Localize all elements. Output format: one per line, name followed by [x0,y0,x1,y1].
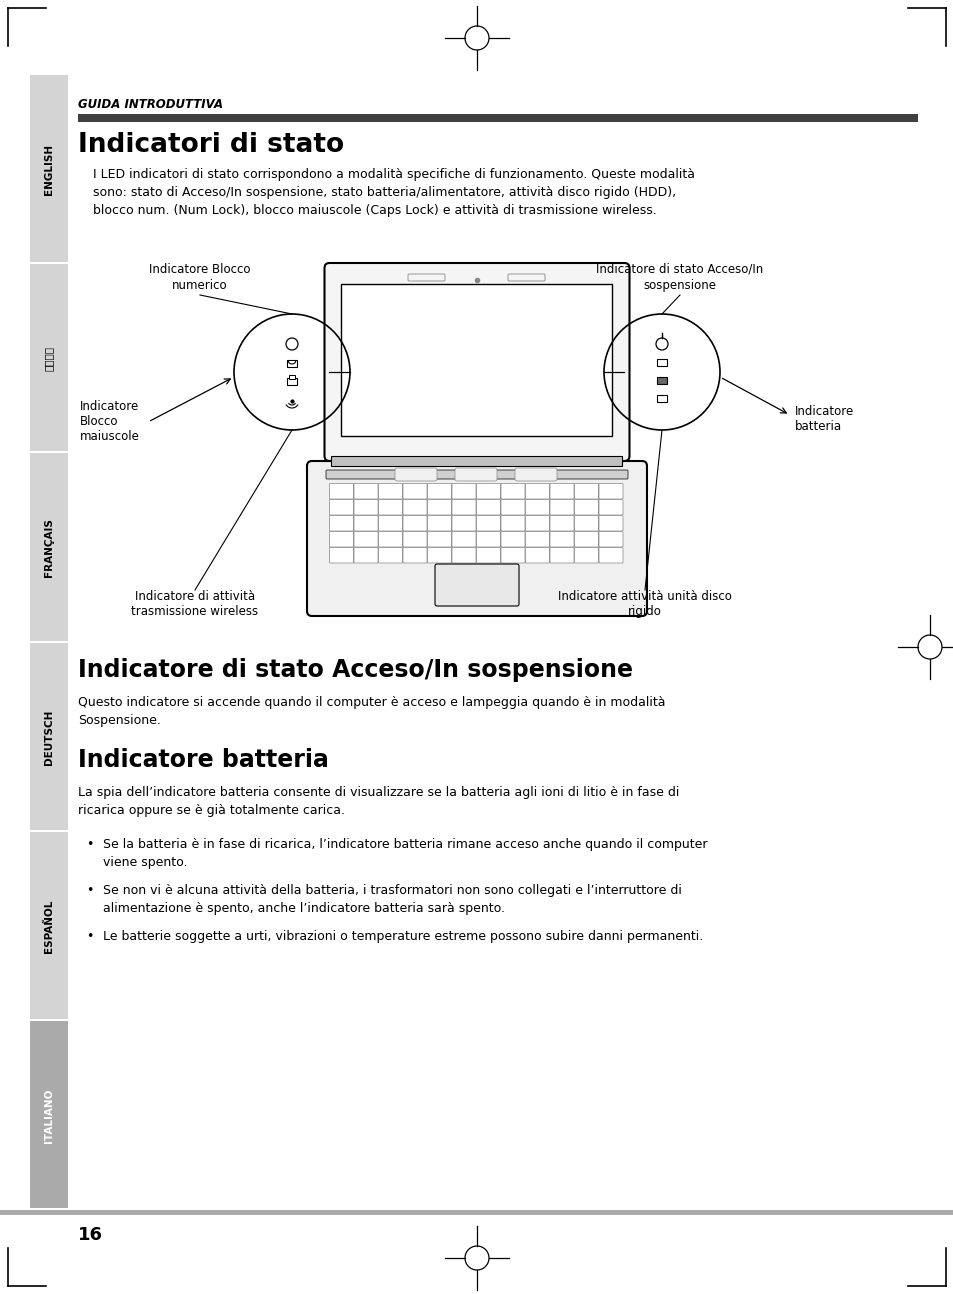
FancyBboxPatch shape [30,832,68,1018]
FancyBboxPatch shape [30,264,68,452]
FancyBboxPatch shape [657,358,666,366]
Text: •: • [86,930,93,943]
FancyBboxPatch shape [378,484,402,499]
Text: 漢字中文: 漢字中文 [44,347,54,371]
Text: Indicatore di stato Acceso/In: Indicatore di stato Acceso/In [596,263,762,276]
FancyBboxPatch shape [574,484,598,499]
FancyBboxPatch shape [354,532,377,547]
Text: Indicatore attività unità disco: Indicatore attività unità disco [558,590,731,603]
FancyBboxPatch shape [402,484,427,499]
FancyBboxPatch shape [598,515,622,531]
Text: DEUTSCH: DEUTSCH [44,709,54,765]
Text: ENGLISH: ENGLISH [44,144,54,195]
FancyBboxPatch shape [329,532,354,547]
Text: Blocco: Blocco [80,415,118,428]
Text: I LED indicatori di stato corrispondono a modalità specifiche di funzionamento. : I LED indicatori di stato corrispondono … [92,168,695,181]
Text: Sospensione.: Sospensione. [78,714,161,727]
FancyBboxPatch shape [550,499,574,515]
Text: batteria: batteria [794,421,841,433]
Text: FRANÇAIS: FRANÇAIS [44,519,54,577]
FancyBboxPatch shape [329,547,354,563]
FancyBboxPatch shape [427,484,451,499]
FancyBboxPatch shape [598,547,622,563]
FancyBboxPatch shape [550,547,574,563]
FancyBboxPatch shape [657,395,666,402]
FancyBboxPatch shape [598,532,622,547]
Text: maiuscole: maiuscole [80,430,140,443]
FancyBboxPatch shape [289,375,294,379]
FancyBboxPatch shape [515,468,557,481]
Text: Indicatore di stato Acceso/In sospensione: Indicatore di stato Acceso/In sospension… [78,659,633,682]
Text: Indicatore: Indicatore [80,400,139,413]
FancyBboxPatch shape [335,273,618,292]
FancyBboxPatch shape [476,532,500,547]
FancyBboxPatch shape [307,461,646,616]
FancyBboxPatch shape [525,499,549,515]
FancyBboxPatch shape [476,484,500,499]
Text: Questo indicatore si accende quando il computer è acceso e lampeggia quando è in: Questo indicatore si accende quando il c… [78,696,665,709]
FancyBboxPatch shape [395,468,436,481]
FancyBboxPatch shape [500,515,524,531]
FancyBboxPatch shape [287,360,296,367]
FancyBboxPatch shape [331,455,622,466]
FancyBboxPatch shape [452,484,476,499]
FancyBboxPatch shape [324,263,629,461]
FancyBboxPatch shape [30,643,68,829]
Text: alimentazione è spento, anche l’indicatore batteria sarà spento.: alimentazione è spento, anche l’indicato… [103,902,504,915]
FancyBboxPatch shape [402,532,427,547]
Text: GUIDA INTRODUTTIVA: GUIDA INTRODUTTIVA [78,98,223,111]
Text: trasmissione wireless: trasmissione wireless [132,606,258,619]
FancyBboxPatch shape [287,378,296,386]
FancyBboxPatch shape [574,547,598,563]
FancyBboxPatch shape [500,484,524,499]
FancyBboxPatch shape [341,283,612,436]
Text: numerico: numerico [172,280,228,292]
Text: Indicatore: Indicatore [794,405,853,418]
FancyBboxPatch shape [598,499,622,515]
FancyBboxPatch shape [402,547,427,563]
FancyBboxPatch shape [507,274,544,281]
FancyBboxPatch shape [354,484,377,499]
FancyBboxPatch shape [500,499,524,515]
FancyBboxPatch shape [408,274,444,281]
FancyBboxPatch shape [476,547,500,563]
FancyBboxPatch shape [525,547,549,563]
Text: Indicatore batteria: Indicatore batteria [78,748,329,773]
FancyBboxPatch shape [402,499,427,515]
FancyBboxPatch shape [30,75,68,263]
FancyBboxPatch shape [378,515,402,531]
FancyBboxPatch shape [427,547,451,563]
FancyBboxPatch shape [402,515,427,531]
FancyBboxPatch shape [378,532,402,547]
FancyBboxPatch shape [0,1210,953,1215]
FancyBboxPatch shape [427,515,451,531]
FancyBboxPatch shape [598,484,622,499]
Text: viene spento.: viene spento. [103,857,188,870]
FancyBboxPatch shape [550,515,574,531]
Text: sospensione: sospensione [643,280,716,292]
Text: ricarica oppure se è già totalmente carica.: ricarica oppure se è già totalmente cari… [78,804,345,817]
FancyBboxPatch shape [427,499,451,515]
FancyBboxPatch shape [30,1021,68,1209]
FancyBboxPatch shape [525,515,549,531]
Text: •: • [86,839,93,851]
Text: ESPAÑOL: ESPAÑOL [44,899,54,952]
Text: rigido: rigido [627,606,661,619]
FancyBboxPatch shape [435,564,518,606]
FancyBboxPatch shape [574,499,598,515]
Text: La spia dell’indicatore batteria consente di visualizzare se la batteria agli io: La spia dell’indicatore batteria consent… [78,785,679,798]
FancyBboxPatch shape [378,547,402,563]
FancyBboxPatch shape [378,499,402,515]
FancyBboxPatch shape [329,484,354,499]
FancyBboxPatch shape [354,499,377,515]
Text: Se non vi è alcuna attività della batteria, i trasformatori non sono collegati e: Se non vi è alcuna attività della batter… [103,884,681,897]
FancyBboxPatch shape [525,532,549,547]
FancyBboxPatch shape [354,515,377,531]
Text: sono: stato di Acceso/In sospensione, stato batteria/alimentatore, attività disc: sono: stato di Acceso/In sospensione, st… [92,186,676,199]
FancyBboxPatch shape [78,114,917,122]
Text: blocco num. (Num Lock), blocco maiuscole (Caps Lock) e attività di trasmissione : blocco num. (Num Lock), blocco maiuscole… [92,204,656,217]
Text: Se la batteria è in fase di ricarica, l’indicatore batteria rimane acceso anche : Se la batteria è in fase di ricarica, l’… [103,839,707,851]
FancyBboxPatch shape [500,532,524,547]
FancyBboxPatch shape [500,547,524,563]
